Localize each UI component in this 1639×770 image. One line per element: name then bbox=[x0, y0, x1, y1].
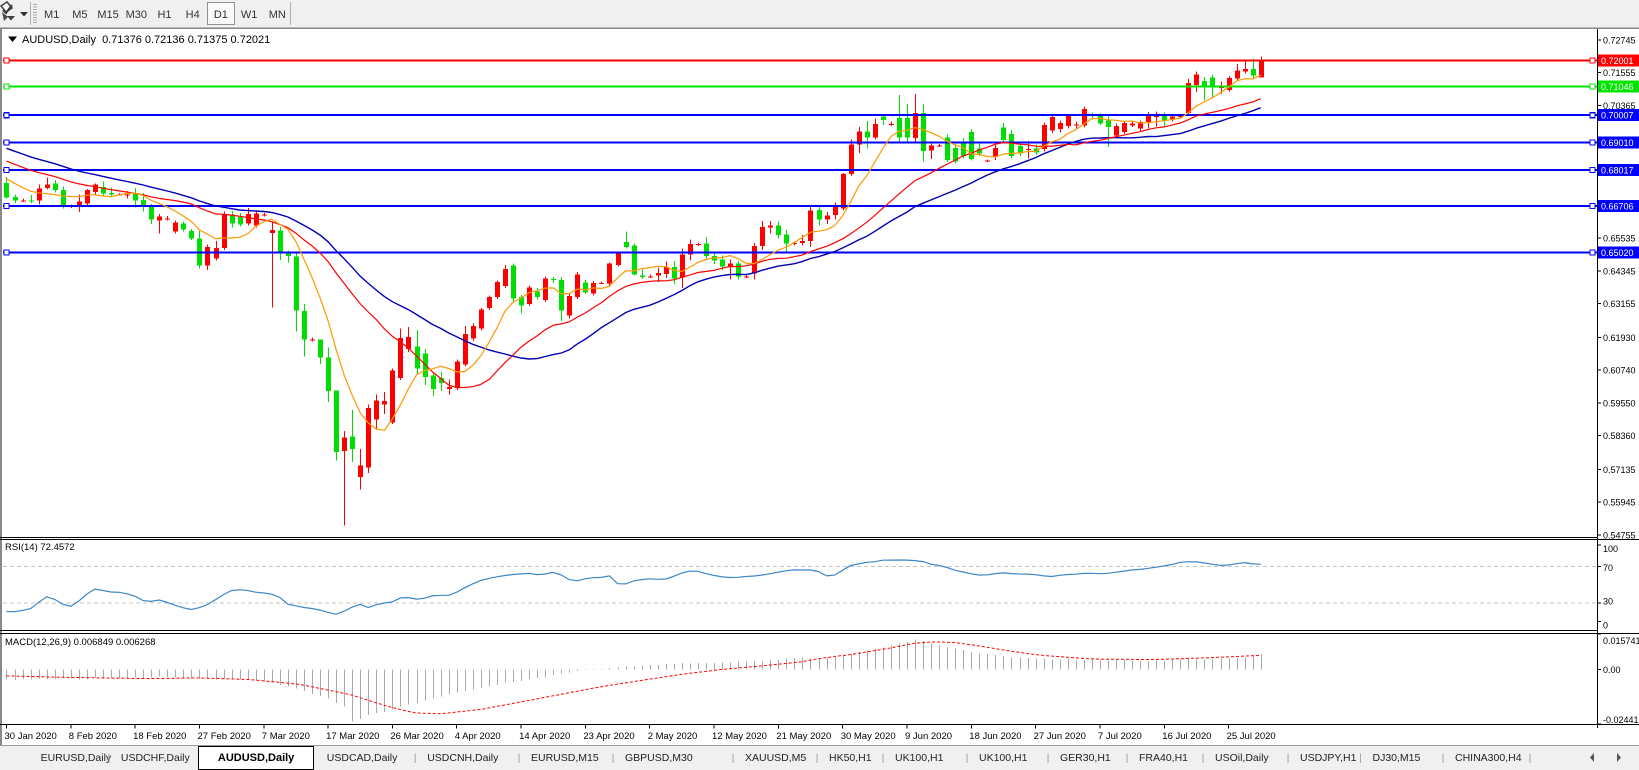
svg-text:8 Feb 2020: 8 Feb 2020 bbox=[69, 731, 117, 742]
svg-text:EURUSD,Daily: EURUSD,Daily bbox=[41, 752, 112, 764]
svg-text:USOil,Daily: USOil,Daily bbox=[1215, 752, 1269, 764]
svg-text:H4: H4 bbox=[186, 9, 200, 21]
svg-text:CHINA300,H4: CHINA300,H4 bbox=[1455, 752, 1522, 764]
svg-text:|: | bbox=[1529, 753, 1532, 764]
svg-text:|: | bbox=[1047, 753, 1050, 764]
svg-text:18 Jun 2020: 18 Jun 2020 bbox=[969, 731, 1021, 742]
svg-text:-0.024412: -0.024412 bbox=[1603, 715, 1639, 725]
svg-text:|: | bbox=[1442, 753, 1445, 764]
svg-text:9 Jun 2020: 9 Jun 2020 bbox=[905, 731, 952, 742]
svg-text:|: | bbox=[1126, 753, 1129, 764]
svg-text:30 Jan 2020: 30 Jan 2020 bbox=[5, 731, 57, 742]
svg-text:EURUSD,M15: EURUSD,M15 bbox=[531, 752, 599, 764]
svg-text:DJ30,M15: DJ30,M15 bbox=[1373, 752, 1421, 764]
svg-text:|: | bbox=[518, 753, 521, 764]
svg-text:27 Feb 2020: 27 Feb 2020 bbox=[198, 731, 251, 742]
svg-text:GER30,H1: GER30,H1 bbox=[1060, 752, 1111, 764]
svg-text:USDCHF,Daily: USDCHF,Daily bbox=[121, 752, 191, 764]
svg-text:0.54755: 0.54755 bbox=[1603, 530, 1636, 540]
svg-text:0.71555: 0.71555 bbox=[1603, 68, 1636, 78]
svg-text:21 May 2020: 21 May 2020 bbox=[776, 731, 831, 742]
svg-text:|: | bbox=[966, 753, 969, 764]
svg-text:0.64345: 0.64345 bbox=[1603, 267, 1636, 277]
svg-text:MACD(12,26,9) 0.006849 0.00626: MACD(12,26,9) 0.006849 0.006268 bbox=[5, 637, 156, 648]
svg-text:14 Apr 2020: 14 Apr 2020 bbox=[519, 731, 570, 742]
svg-text:|: | bbox=[1359, 753, 1362, 764]
svg-text:RSI(14) 72.4572: RSI(14) 72.4572 bbox=[5, 542, 75, 553]
svg-text:16 Jul 2020: 16 Jul 2020 bbox=[1162, 731, 1211, 742]
svg-text:0: 0 bbox=[1603, 621, 1608, 631]
svg-text:30 May 2020: 30 May 2020 bbox=[841, 731, 896, 742]
svg-text:18 Feb 2020: 18 Feb 2020 bbox=[133, 731, 186, 742]
svg-text:0.58360: 0.58360 bbox=[1603, 431, 1636, 441]
svg-text:100: 100 bbox=[1603, 544, 1618, 554]
svg-text:27 Jun 2020: 27 Jun 2020 bbox=[1034, 731, 1086, 742]
svg-text:23 Apr 2020: 23 Apr 2020 bbox=[583, 731, 634, 742]
svg-text:2 May 2020: 2 May 2020 bbox=[648, 731, 698, 742]
svg-text:25 Jul 2020: 25 Jul 2020 bbox=[1227, 731, 1276, 742]
svg-text:HK50,H1: HK50,H1 bbox=[829, 752, 872, 764]
svg-text:GBPUSD,M30: GBPUSD,M30 bbox=[625, 752, 693, 764]
svg-text:FRA40,H1: FRA40,H1 bbox=[1139, 752, 1188, 764]
svg-text:30: 30 bbox=[1603, 597, 1613, 607]
svg-text:|: | bbox=[108, 753, 111, 764]
svg-text:7 Jul 2020: 7 Jul 2020 bbox=[1098, 731, 1142, 742]
svg-text:|: | bbox=[732, 753, 735, 764]
svg-text:17 Mar 2020: 17 Mar 2020 bbox=[326, 731, 379, 742]
svg-text:0.72001: 0.72001 bbox=[1601, 56, 1634, 66]
svg-text:7 Mar 2020: 7 Mar 2020 bbox=[262, 731, 310, 742]
svg-text:USDCAD,Daily: USDCAD,Daily bbox=[327, 752, 398, 764]
svg-text:0.57135: 0.57135 bbox=[1603, 465, 1636, 475]
svg-text:M15: M15 bbox=[97, 9, 118, 21]
svg-text:0.55945: 0.55945 bbox=[1603, 498, 1636, 508]
svg-text:0.65020: 0.65020 bbox=[1601, 248, 1634, 258]
svg-text:UK100,H1: UK100,H1 bbox=[979, 752, 1028, 764]
svg-text:M5: M5 bbox=[72, 9, 87, 21]
svg-text:AUDUSD,Daily: AUDUSD,Daily bbox=[218, 752, 295, 764]
svg-text:0.72745: 0.72745 bbox=[1603, 35, 1636, 45]
svg-text:0.70365: 0.70365 bbox=[1603, 101, 1636, 111]
svg-text:|: | bbox=[414, 753, 417, 764]
svg-text:0.68017: 0.68017 bbox=[1601, 166, 1634, 176]
svg-text:0.63155: 0.63155 bbox=[1603, 299, 1636, 309]
svg-text:0.015741: 0.015741 bbox=[1603, 636, 1639, 646]
svg-text:AUDUSD,Daily 0.71376 0.72136: AUDUSD,Daily 0.71376 0.72136 0.71375 0.7… bbox=[22, 34, 270, 46]
svg-text:H1: H1 bbox=[157, 9, 171, 21]
svg-text:0.69010: 0.69010 bbox=[1601, 138, 1634, 148]
svg-text:USDJPY,H1: USDJPY,H1 bbox=[1300, 752, 1357, 764]
svg-text:UK100,H1: UK100,H1 bbox=[895, 752, 944, 764]
svg-text:MN: MN bbox=[269, 9, 286, 21]
svg-text:0.71046: 0.71046 bbox=[1601, 82, 1634, 92]
svg-text:0.70007: 0.70007 bbox=[1601, 111, 1634, 121]
svg-text:0.61930: 0.61930 bbox=[1603, 333, 1636, 343]
svg-text:4 Apr 2020: 4 Apr 2020 bbox=[455, 731, 501, 742]
svg-text:D1: D1 bbox=[214, 9, 228, 21]
svg-text:0.65535: 0.65535 bbox=[1603, 234, 1636, 244]
svg-text:M30: M30 bbox=[126, 9, 147, 21]
svg-text:USDCNH,Daily: USDCNH,Daily bbox=[427, 752, 499, 764]
svg-text:0.00: 0.00 bbox=[1603, 665, 1621, 675]
svg-text:|: | bbox=[816, 753, 819, 764]
svg-text:XAUUSD,M5: XAUUSD,M5 bbox=[745, 752, 806, 764]
svg-text:|: | bbox=[1287, 753, 1290, 764]
svg-text:12 May 2020: 12 May 2020 bbox=[712, 731, 767, 742]
svg-text:W1: W1 bbox=[241, 9, 258, 21]
svg-text:M1: M1 bbox=[44, 9, 59, 21]
svg-text:0.60740: 0.60740 bbox=[1603, 366, 1636, 376]
svg-text:26 Mar 2020: 26 Mar 2020 bbox=[390, 731, 443, 742]
svg-text:0.59550: 0.59550 bbox=[1603, 398, 1636, 408]
svg-text:|: | bbox=[1202, 753, 1205, 764]
svg-text:|: | bbox=[882, 753, 885, 764]
svg-text:0.66706: 0.66706 bbox=[1601, 202, 1634, 212]
svg-text:|: | bbox=[612, 753, 615, 764]
svg-text:70: 70 bbox=[1603, 563, 1613, 573]
